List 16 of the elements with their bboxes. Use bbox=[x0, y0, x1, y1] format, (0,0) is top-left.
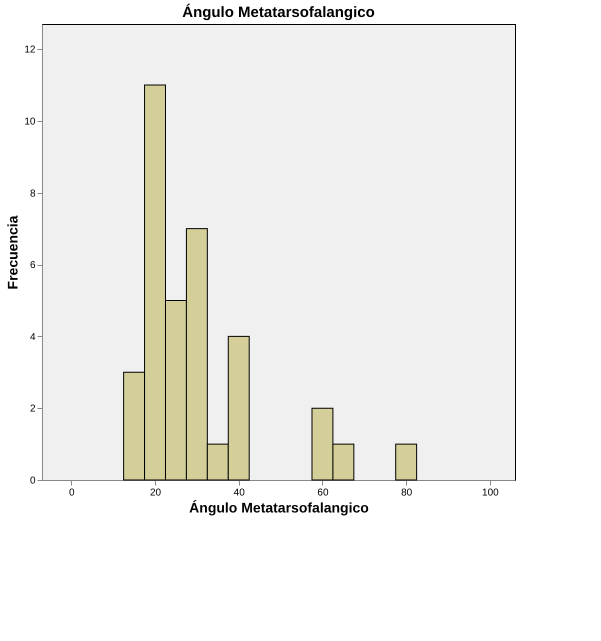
x-axis-title: Ángulo Metatarsofalangico bbox=[189, 500, 369, 516]
x-tick-label: 100 bbox=[482, 488, 500, 498]
x-tick-label: 80 bbox=[401, 488, 413, 498]
y-tick-label: 0 bbox=[30, 476, 36, 486]
y-tick-label: 12 bbox=[24, 44, 36, 56]
y-tick-label: 4 bbox=[30, 332, 36, 343]
x-tick-label: 20 bbox=[150, 488, 162, 498]
y-tick-label: 8 bbox=[30, 188, 36, 200]
y-tick-label: 6 bbox=[30, 260, 36, 272]
y-axis-title: Frecuencia bbox=[4, 215, 20, 290]
y-tick-label: 2 bbox=[30, 404, 36, 415]
x-tick-label: 60 bbox=[317, 488, 329, 498]
y-tick-label: 10 bbox=[24, 116, 36, 128]
chart-title: Ángulo Metatarsofalangico bbox=[182, 3, 375, 21]
x-tick-label: 40 bbox=[234, 488, 246, 498]
x-tick-label: 0 bbox=[69, 488, 76, 498]
